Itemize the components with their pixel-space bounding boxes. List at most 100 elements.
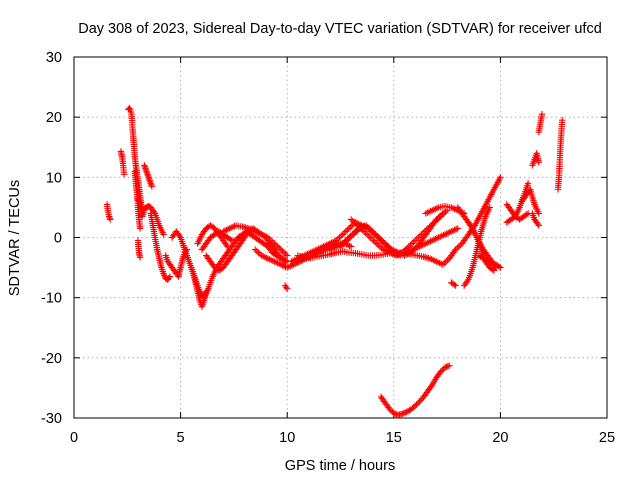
- series-t15: [220, 222, 291, 259]
- data-point: [416, 398, 423, 405]
- data-point: [486, 204, 493, 211]
- data-point: [497, 174, 504, 181]
- series-t27: [460, 204, 493, 289]
- data-point: [437, 368, 444, 375]
- x-tick-label: 25: [599, 430, 615, 446]
- data-point: [413, 401, 420, 408]
- data-point: [427, 383, 435, 390]
- x-tick-label: 5: [177, 430, 185, 446]
- data-point: [347, 223, 354, 231]
- data-point: [253, 247, 261, 255]
- x-tick-label: 10: [279, 430, 295, 446]
- data-point: [488, 259, 496, 266]
- data-point: [464, 277, 471, 285]
- data-point: [160, 231, 167, 238]
- data-point: [414, 399, 422, 407]
- data-point: [224, 243, 231, 250]
- data-point: [282, 283, 290, 291]
- x-tick-label: 0: [70, 430, 78, 446]
- data-point: [524, 180, 532, 187]
- data-point: [454, 225, 461, 232]
- series-t18: [288, 219, 366, 265]
- data-point: [284, 285, 291, 292]
- y-tick-label: 10: [46, 170, 62, 186]
- data-point: [165, 274, 173, 282]
- data-point: [399, 410, 406, 417]
- data-point: [166, 273, 174, 280]
- data-point: [282, 257, 289, 264]
- data-point: [535, 210, 542, 217]
- y-tick-labels: -30 -20 -10 0 10 20 30: [41, 50, 62, 427]
- y-tick-label: -30: [41, 411, 62, 427]
- series-t35: [535, 110, 546, 136]
- data-point: [107, 216, 114, 223]
- series-t32: [518, 186, 542, 217]
- data-point: [339, 231, 346, 238]
- data-point: [390, 409, 397, 417]
- data-point: [497, 264, 504, 271]
- data-point: [443, 363, 450, 371]
- x-tick-label: 15: [386, 430, 402, 446]
- data-point: [342, 228, 350, 235]
- data-point: [489, 266, 496, 273]
- series-t8: [147, 210, 174, 283]
- data-point: [227, 236, 234, 243]
- y-axis-label: SDTVAR / TECUs: [7, 180, 23, 296]
- data-point: [490, 260, 497, 267]
- series-t5: [134, 195, 167, 238]
- chart-title: Day 308 of 2023, Sidereal Day-to-day VTE…: [78, 21, 602, 37]
- data-point: [482, 257, 490, 264]
- data-point: [337, 232, 345, 240]
- series-t1: [103, 201, 114, 223]
- y-tick-label: -20: [41, 351, 62, 367]
- data-point: [559, 116, 566, 124]
- data-point: [535, 159, 542, 166]
- data-point: [455, 243, 463, 250]
- data-point: [344, 226, 351, 234]
- data-point: [490, 267, 498, 274]
- series-t14: [202, 228, 253, 274]
- series-t34: [529, 210, 542, 229]
- data-point: [252, 246, 259, 253]
- data-point: [386, 405, 393, 413]
- data-point: [277, 246, 285, 253]
- data-point: [535, 222, 542, 229]
- data-point: [120, 171, 128, 178]
- data-point: [136, 225, 144, 232]
- series-t36: [554, 116, 566, 193]
- y-tick-label: -10: [41, 291, 62, 307]
- data-point: [441, 364, 449, 371]
- series-t3: [125, 104, 146, 214]
- x-axis-label: GPS time / hours: [285, 458, 395, 474]
- data-point: [441, 259, 448, 267]
- data-point: [495, 263, 503, 270]
- data-point: [411, 402, 419, 410]
- data-point: [148, 183, 156, 190]
- series-t33: [529, 150, 542, 169]
- data-point: [451, 281, 458, 288]
- y-tick-label: 30: [46, 50, 62, 66]
- series-t7: [134, 237, 144, 261]
- y-tick-label: 0: [54, 231, 62, 247]
- series-t37: [377, 362, 453, 419]
- data-point: [284, 252, 291, 259]
- x-tick-labels: 0 5 10 15 20 25: [70, 430, 615, 446]
- series-t17: [281, 282, 291, 292]
- data-point: [452, 282, 459, 289]
- data-point: [176, 232, 183, 240]
- data-point: [410, 238, 417, 246]
- data-point: [136, 254, 144, 261]
- data-point: [438, 367, 446, 374]
- data-marks: [103, 104, 566, 419]
- series-t25: [448, 279, 459, 289]
- data-point: [279, 247, 286, 255]
- data-point: [400, 409, 407, 417]
- x-tick-label: 20: [492, 430, 508, 446]
- y-tick-label: 20: [46, 110, 62, 126]
- data-point: [392, 410, 399, 417]
- series-t2: [117, 148, 128, 178]
- data-point: [468, 223, 475, 231]
- data-point: [150, 208, 158, 216]
- series-t6: [141, 162, 156, 190]
